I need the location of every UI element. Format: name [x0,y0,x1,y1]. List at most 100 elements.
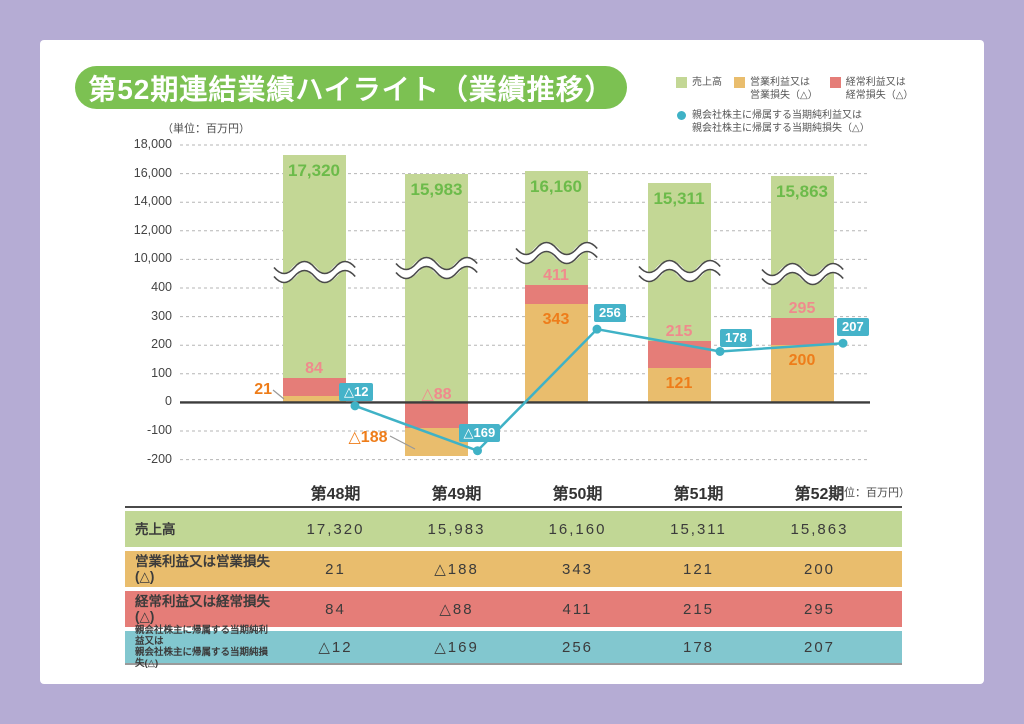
table-column-header: 第51期 [673,486,724,503]
page-title-pill: 第52期連結業績ハイライト（業績推移） [75,66,627,109]
ordinary-value-label: 215 [665,322,693,340]
table-cell: 256 [561,638,594,656]
table-row: 経常利益又は経常損失(△) 84 △88 411 215 295 [125,591,902,627]
table-cell: 295 [803,600,836,618]
ordinary-value-label: △88 [421,386,452,403]
ordinary-loss-band [405,402,468,428]
table-body: 売上高 17,320 15,983 16,160 15,311 15,863 営業利益又は営… [125,506,902,669]
operating-profit-band [770,345,834,403]
legend-item-sales: 売上高 [676,76,722,102]
net-income-value-badge: 256 [594,304,626,323]
ordinary-value-label: 295 [788,300,816,318]
net-income-point [715,346,725,356]
axis-break-wave-icon [758,262,847,286]
operating-value-label: 121 [665,374,693,392]
sales-bar [405,173,468,403]
y-axis-tick-label: 16,000 [133,165,172,180]
table-cell: 15,983 [427,520,486,538]
table-cell: 215 [682,600,715,618]
sales-value-label: 17,320 [288,160,340,180]
operating-profit-band [282,396,346,403]
label-leader-line [272,389,285,400]
ordinary-value-label: 84 [305,360,323,378]
sales-swatch-icon [676,77,687,88]
y-axis-tick-label: 10,000 [133,251,172,266]
table-column-header: 第49期 [431,486,482,503]
table-row-label: 営業利益又は営業損失(△) [135,554,270,584]
operating-swatch-icon [734,77,745,88]
legend-item-ordinary: 経常利益又は 経常損失（△） [829,76,914,102]
table-cell: △188 [434,561,479,578]
y-axis-tick-label: 300 [151,308,172,323]
net-income-dot-icon [677,111,686,120]
net-income-point [473,446,482,456]
table-row-label: 経常利益又は経常損失(△) [135,594,270,624]
sales-value-label: 15,863 [776,181,828,201]
sales-value-label: 16,160 [530,177,582,197]
net-income-point [350,401,360,411]
ordinary-profit-band [647,340,711,368]
performance-table: 第48期 第49期 第50期 第51期 第52期 （単位：百万円） 売上高 17,320 15… [125,478,910,669]
y-axis-tick-label: 200 [151,337,172,352]
y-axis-tick-label: 100 [151,365,172,380]
net-income-value-badge: 178 [720,329,752,348]
table-cell: 121 [682,560,715,578]
legend-net-label: 親会社株主に帰属する当期純利益又は 親会社株主に帰属する当期純損失（△） [692,110,870,134]
table-column-header: 第52期 [794,486,845,503]
table-cell: △88 [439,601,474,618]
chart-unit-label: （単位：百万円） [162,123,250,135]
table-cell: 411 [562,600,593,618]
y-axis-tick-label: 18,000 [133,137,172,151]
table-unit-label: （単位：百万円） [822,487,910,499]
table-column-header: 第50期 [552,486,603,503]
ordinary-value-label: 411 [543,266,569,284]
net-income-point [592,324,602,334]
sales-value-label: 15,983 [410,179,463,199]
operating-value-label: △188 [348,429,388,446]
table-column-header: 第48期 [310,486,361,503]
ordinary-profit-band [282,378,346,397]
legend-item-operating: 営業利益又は 営業損失（△） [734,76,818,102]
ordinary-profit-band [770,318,834,346]
table-cell: 178 [682,638,715,656]
net-income-value-badge: △12 [339,382,374,401]
net-income-value-badge: △169 [458,423,501,442]
y-axis-tick-label: 400 [151,280,172,294]
y-axis-tick-label: 0 [165,394,172,409]
operating-profit-band [647,367,711,403]
table-cell: 15,863 [790,520,849,538]
legend-ordinary-label: 経常利益又は 経常損失（△） [845,77,914,101]
operating-value-label: 21 [254,381,272,398]
axis-break-wave-icon [392,256,481,280]
table-cell: 17,320 [306,520,365,538]
table-row: 親会社株主に帰属する当期純利益又は 親会社株主に帰属する当期純損失(△) △12 △1… [125,625,902,669]
table-cell: 15,311 [670,520,727,538]
table-row-label: 親会社株主に帰属する当期純利益又は 親会社株主に帰属する当期純損失(△) [135,625,269,669]
operating-value-label: 343 [542,311,570,329]
y-axis-tick-label: -100 [146,423,172,437]
y-axis-tick-label: -200 [146,451,172,466]
legend-item-net-income: 親会社株主に帰属する当期純利益又は 親会社株主に帰属する当期純損失（△） [676,109,976,135]
axis-break-wave-icon [270,260,359,284]
axis-break-wave-icon [635,259,724,283]
legend-sales-label: 売上高 [692,77,722,88]
table-cell: 21 [325,560,346,578]
net-income-value-badge: 207 [837,318,869,337]
table-row: 売上高 17,320 15,983 16,160 15,311 15,863 [125,511,902,547]
label-leader-line [389,435,416,450]
legend-operating-label: 営業利益又は 営業損失（△） [750,77,818,101]
y-axis-tick-label: 12,000 [133,222,172,237]
table-cell: △169 [434,639,479,656]
chart-legend: 売上高 営業利益又は 営業損失（△） 経常利益又は 経常損失（△） 親会社株主に帰属… [676,76,976,135]
operating-value-label: 200 [788,352,816,370]
ordinary-swatch-icon [829,77,841,88]
table-header-row: 第48期 第49期 第50期 第51期 第52期 （単位：百万円） [125,478,910,506]
net-income-point [838,338,848,348]
table-cell: 16,160 [548,520,607,538]
table-cell: 200 [803,560,836,578]
ordinary-profit-band [524,284,588,305]
operating-profit-band [524,304,588,403]
axis-break-wave-icon [512,241,601,265]
y-axis-tick-label: 14,000 [133,194,172,209]
